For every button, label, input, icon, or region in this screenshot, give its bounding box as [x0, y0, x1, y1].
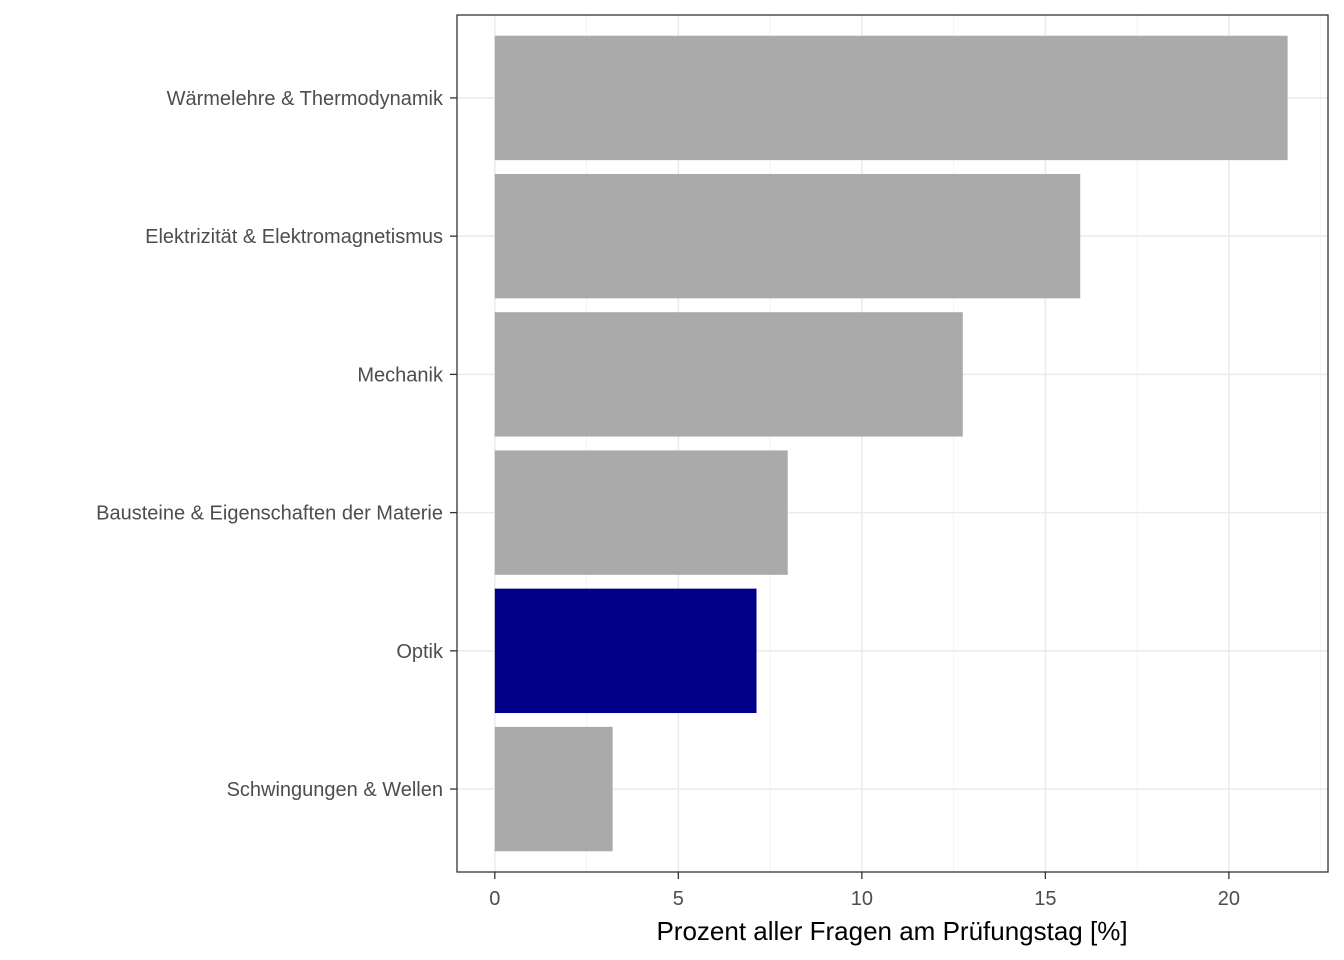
x-axis-title: Prozent aller Fragen am Prüfungstag [%]: [656, 916, 1127, 946]
bars: [494, 35, 1288, 852]
bar-3: [494, 450, 788, 575]
y-tick-label: Optik: [396, 641, 444, 663]
bar-0: [494, 35, 1288, 161]
y-tick-label: Wärmelehre & Thermodynamik: [167, 88, 444, 110]
plot-panel-border: [456, 14, 1329, 873]
y-tick-label: Schwingungen & Wellen: [227, 779, 443, 801]
y-axis: Wärmelehre & Thermodynamik Elektrizität &…: [96, 88, 457, 801]
y-tick-label: Bausteine & Eigenschaften der Materie: [96, 503, 443, 525]
y-tick-label: Elektrizität & Elektromagnetismus: [145, 226, 443, 248]
x-tick-label: 15: [1034, 888, 1056, 910]
y-tick-label: Mechanik: [357, 364, 444, 386]
x-tick-label: 10: [851, 888, 873, 910]
bar-1: [494, 173, 1081, 299]
bar-4: [494, 588, 757, 714]
x-tick-label: 0: [489, 888, 500, 910]
bar-2: [494, 312, 963, 437]
bar-5: [494, 726, 613, 852]
x-tick-label: 5: [673, 888, 684, 910]
x-tick-label: 20: [1218, 888, 1240, 910]
x-axis: 0 5 10 15 20: [489, 872, 1240, 910]
